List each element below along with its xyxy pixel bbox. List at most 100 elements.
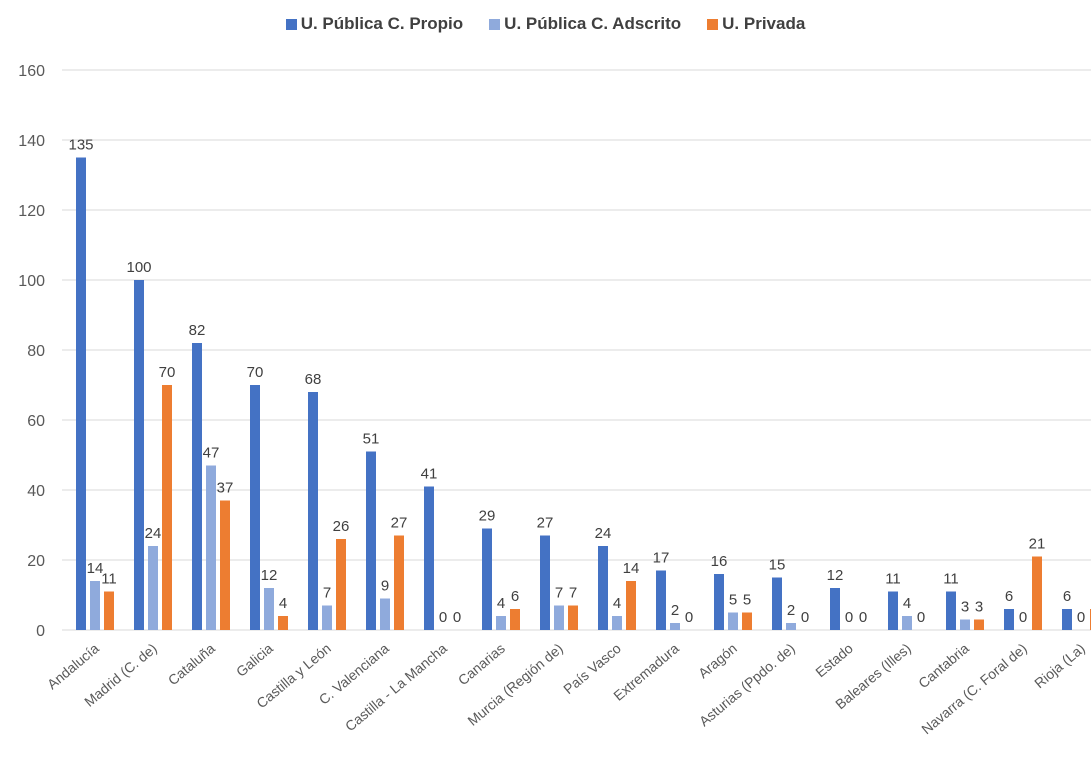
x-tick-label: Galicia	[233, 640, 276, 680]
legend-label-series-1: U. Pública C. Propio	[300, 14, 464, 33]
data-label: 7	[569, 585, 577, 602]
data-label: 0	[859, 609, 867, 626]
bar-series-1	[772, 577, 782, 630]
legend-item-series-3: U. Privada	[707, 14, 805, 34]
data-label: 0	[1019, 609, 1027, 626]
bar-series-2	[322, 605, 332, 630]
data-label: 21	[1029, 536, 1046, 553]
data-label: 27	[391, 515, 408, 532]
bar-series-2	[206, 465, 216, 630]
x-tick-label: Cataluña	[165, 640, 218, 688]
data-label: 0	[439, 609, 447, 626]
data-label: 68	[305, 371, 322, 388]
bar-series-1	[540, 535, 550, 630]
data-label: 7	[323, 585, 331, 602]
data-label: 47	[203, 445, 220, 462]
data-label: 4	[903, 595, 911, 612]
data-label: 0	[453, 609, 461, 626]
bar-series-3	[626, 581, 636, 630]
bar-series-2	[728, 612, 738, 630]
legend-label-series-2: U. Pública C. Adscrito	[504, 14, 682, 33]
data-label: 4	[497, 595, 505, 612]
data-label: 2	[787, 602, 795, 619]
data-label: 16	[711, 553, 728, 570]
bar-series-1	[308, 392, 318, 630]
bar-series-2	[90, 581, 100, 630]
x-tick-label: Asturias (Ppdo. de)	[696, 640, 798, 729]
bar-series-3	[394, 535, 404, 630]
y-tick-label: 140	[18, 133, 45, 150]
bar-series-3	[104, 591, 114, 630]
legend-swatch-series-2	[489, 18, 501, 30]
y-tick-label: 100	[18, 273, 45, 290]
bar-series-1	[830, 588, 840, 630]
y-tick-label: 160	[18, 63, 45, 80]
bar-series-3	[742, 612, 752, 630]
bar-series-3	[568, 605, 578, 630]
bar-series-1	[424, 486, 434, 630]
bar-series-2	[554, 605, 564, 630]
bar-series-1	[598, 546, 608, 630]
x-tick-label: Rioja (La)	[1031, 640, 1088, 691]
legend-swatch-series-3	[707, 18, 719, 30]
data-label: 3	[975, 599, 983, 616]
bar-series-1	[134, 280, 144, 630]
data-label: 15	[769, 557, 786, 574]
data-label: 70	[159, 364, 176, 381]
data-label: 5	[743, 592, 751, 609]
y-tick-label: 0	[36, 623, 45, 640]
bar-series-1	[366, 451, 376, 630]
x-tick-label: Navarra (C. Foral de)	[918, 640, 1030, 737]
x-tick-label: Castilla - La Mancha	[342, 640, 450, 734]
bar-series-3	[974, 619, 984, 630]
y-tick-label: 120	[18, 203, 45, 220]
data-label: 4	[279, 595, 287, 612]
data-label: 4	[613, 595, 621, 612]
y-tick-label: 20	[27, 553, 45, 570]
x-tick-label: Murcia (Región de)	[464, 640, 565, 729]
bar-series-1	[482, 528, 492, 630]
data-label: 5	[729, 592, 737, 609]
legend-item-series-2: U. Pública C. Adscrito	[489, 14, 681, 34]
bar-series-2	[496, 616, 506, 630]
data-label: 2	[671, 602, 679, 619]
bar-series-3	[278, 616, 288, 630]
bar-series-1	[250, 385, 260, 630]
data-label: 9	[381, 578, 389, 595]
data-label: 0	[917, 609, 925, 626]
bar-series-2	[786, 623, 796, 630]
y-tick-label: 60	[27, 413, 45, 430]
data-label: 6	[1063, 588, 1071, 605]
bar-series-1	[192, 343, 202, 630]
bar-series-2	[612, 616, 622, 630]
data-label: 70	[247, 364, 264, 381]
x-tick-label: Aragón	[695, 640, 740, 681]
bar-series-1	[1062, 609, 1072, 630]
data-label: 11	[943, 571, 959, 588]
bar-series-3	[220, 500, 230, 630]
legend-label-series-3: U. Privada	[722, 14, 806, 33]
data-label: 0	[685, 609, 693, 626]
bar-series-3	[1032, 556, 1042, 630]
bar-series-3	[162, 385, 172, 630]
data-label: 6	[1005, 588, 1013, 605]
data-label: 26	[333, 518, 350, 535]
data-label: 24	[595, 525, 612, 542]
legend-swatch-series-1	[285, 18, 297, 30]
data-label: 29	[479, 508, 496, 525]
data-label: 12	[261, 567, 278, 584]
bar-series-1	[76, 157, 86, 630]
x-tick-label: Canarias	[455, 640, 508, 688]
data-label: 7	[555, 585, 563, 602]
data-label: 14	[623, 560, 640, 577]
y-tick-label: 80	[27, 343, 45, 360]
data-label: 0	[801, 609, 809, 626]
data-label: 12	[827, 567, 844, 584]
data-label: 11	[885, 571, 901, 588]
data-label: 51	[363, 431, 380, 448]
bar-series-2	[264, 588, 274, 630]
x-tick-label: Andalucía	[44, 640, 102, 692]
data-label: 24	[145, 525, 162, 542]
